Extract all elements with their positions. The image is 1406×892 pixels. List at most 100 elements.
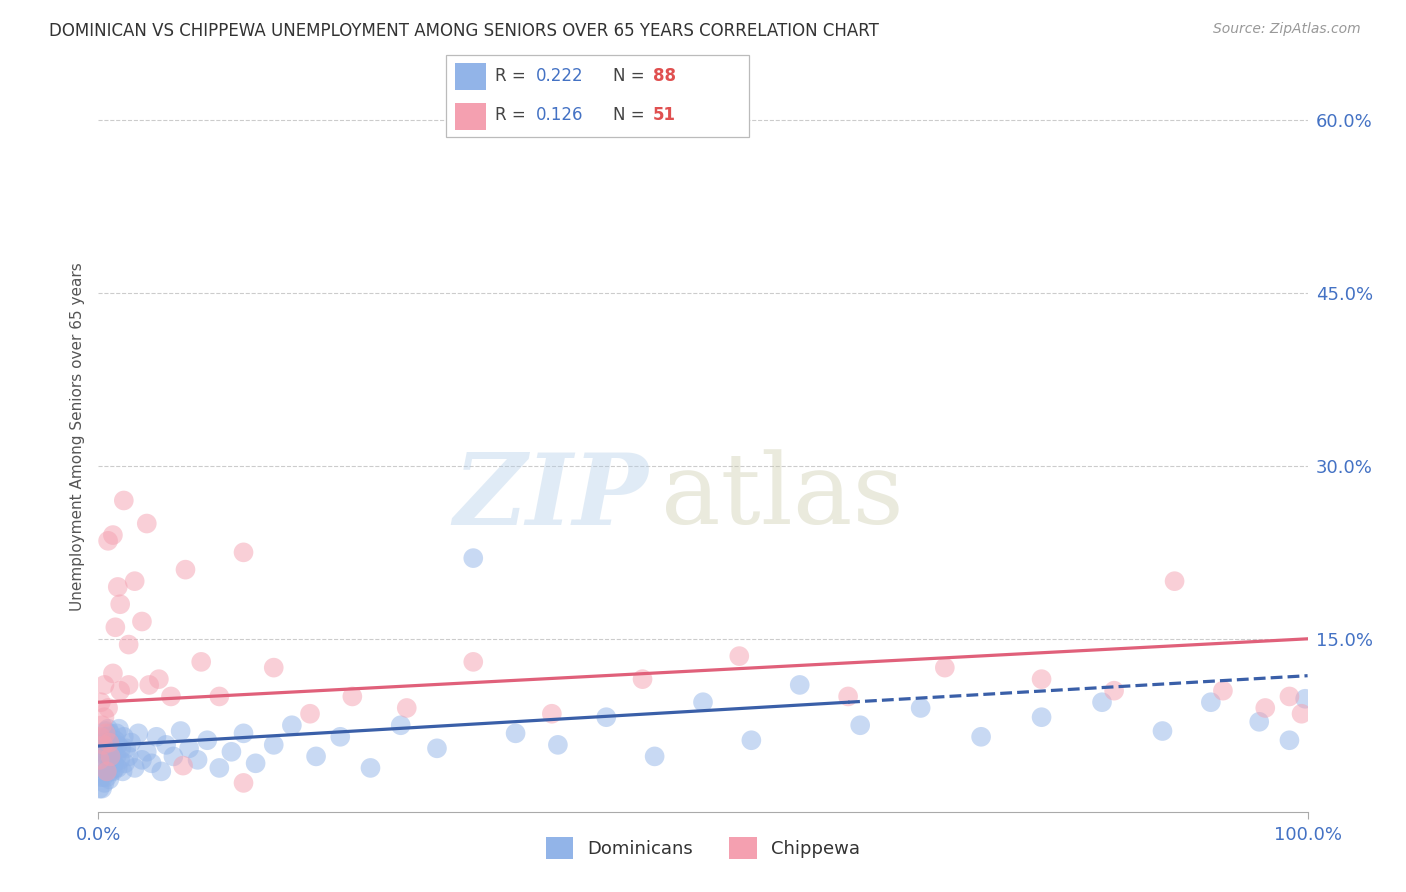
Point <box>148 672 170 686</box>
Point <box>910 701 932 715</box>
Point <box>97 701 120 715</box>
Point <box>728 649 751 664</box>
Point <box>93 753 115 767</box>
Point <box>329 730 352 744</box>
Point <box>91 781 114 796</box>
Point <box>90 695 112 709</box>
Point <box>94 747 117 761</box>
Point <box>91 741 114 756</box>
Y-axis label: Unemployment Among Seniors over 65 years: Unemployment Among Seniors over 65 years <box>69 263 84 611</box>
Point <box>934 660 956 674</box>
Point <box>1212 683 1234 698</box>
Point <box>145 730 167 744</box>
Point <box>740 733 762 747</box>
Point <box>98 738 121 752</box>
Point <box>232 726 254 740</box>
Point <box>232 776 254 790</box>
Point <box>104 761 127 775</box>
Point <box>281 718 304 732</box>
Point <box>1199 695 1222 709</box>
Point <box>94 724 117 739</box>
Point <box>94 726 117 740</box>
Point <box>100 749 122 764</box>
Point <box>105 726 128 740</box>
Point <box>124 574 146 589</box>
Point <box>162 749 184 764</box>
Point <box>299 706 322 721</box>
Point <box>160 690 183 704</box>
Text: DOMINICAN VS CHIPPEWA UNEMPLOYMENT AMONG SENIORS OVER 65 YEARS CORRELATION CHART: DOMINICAN VS CHIPPEWA UNEMPLOYMENT AMONG… <box>49 22 879 40</box>
Point <box>631 672 654 686</box>
Point <box>342 690 364 704</box>
Point <box>540 706 562 721</box>
Point <box>1152 724 1174 739</box>
Point <box>131 753 153 767</box>
Point <box>141 756 163 771</box>
Point <box>1091 695 1114 709</box>
FancyBboxPatch shape <box>456 62 486 90</box>
Point <box>118 749 141 764</box>
Point <box>107 580 129 594</box>
Point <box>505 726 527 740</box>
Point <box>426 741 449 756</box>
Point <box>97 722 120 736</box>
Point <box>91 735 114 749</box>
Point <box>395 701 418 715</box>
Point <box>108 753 131 767</box>
Point <box>1249 714 1271 729</box>
Point <box>93 776 115 790</box>
Text: 0.126: 0.126 <box>536 106 583 124</box>
Point <box>90 747 112 761</box>
Point <box>1278 733 1301 747</box>
Point <box>169 724 191 739</box>
Point <box>100 726 122 740</box>
Point <box>208 690 231 704</box>
Point <box>93 710 115 724</box>
Text: Source: ZipAtlas.com: Source: ZipAtlas.com <box>1213 22 1361 37</box>
Point <box>208 761 231 775</box>
Point <box>120 735 142 749</box>
Point <box>101 764 124 779</box>
Point <box>150 764 173 779</box>
Point <box>1294 691 1316 706</box>
Point <box>107 761 129 775</box>
Point <box>112 730 135 744</box>
Point <box>1254 701 1277 715</box>
Point <box>108 722 131 736</box>
Point <box>104 620 127 634</box>
Point <box>94 764 117 779</box>
Point <box>107 738 129 752</box>
Point <box>103 738 125 752</box>
Point <box>138 678 160 692</box>
Point <box>96 730 118 744</box>
Point <box>118 678 141 692</box>
Point <box>111 764 134 779</box>
Point <box>692 695 714 709</box>
Point <box>101 741 124 756</box>
Point <box>232 545 254 559</box>
Point <box>90 770 112 784</box>
Point <box>837 690 859 704</box>
Point <box>115 741 138 756</box>
Point <box>595 710 617 724</box>
Point <box>93 730 115 744</box>
Point <box>124 761 146 775</box>
FancyBboxPatch shape <box>446 55 749 136</box>
Point <box>91 770 114 784</box>
Point <box>179 741 201 756</box>
Point <box>98 772 121 787</box>
Point <box>89 781 111 796</box>
Text: 0.222: 0.222 <box>536 68 583 86</box>
Point <box>91 718 114 732</box>
Point <box>1163 574 1185 589</box>
Point <box>135 745 157 759</box>
Point <box>1031 710 1053 724</box>
Text: R =: R = <box>495 106 531 124</box>
Point <box>103 756 125 771</box>
Legend: Dominicans, Chippewa: Dominicans, Chippewa <box>538 830 868 866</box>
Point <box>90 730 112 744</box>
Text: atlas: atlas <box>661 450 904 545</box>
Text: ZIP: ZIP <box>454 449 648 545</box>
Point <box>547 738 569 752</box>
Point <box>97 761 120 775</box>
